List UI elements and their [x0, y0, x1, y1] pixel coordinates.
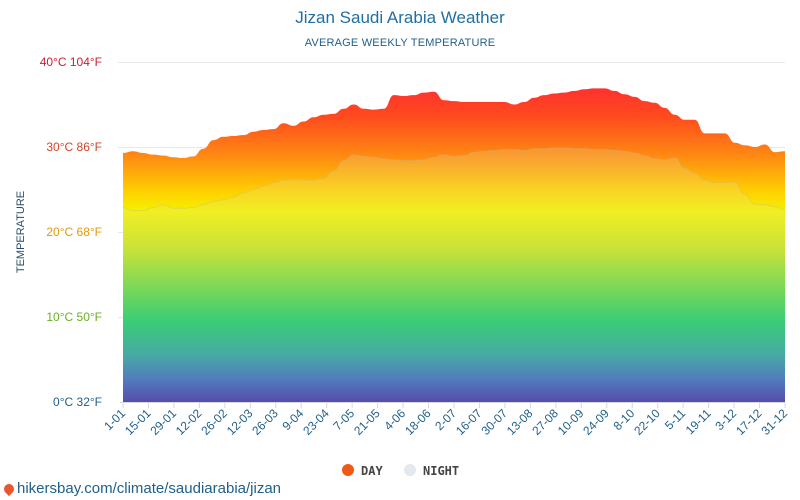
x-tick-label: 29-01	[147, 406, 179, 438]
x-tick-label: 23-04	[300, 406, 332, 438]
map-pin-icon	[1, 481, 17, 497]
x-tick-label: 21-05	[351, 406, 383, 438]
x-tick-label: 22-10	[631, 406, 663, 438]
x-tick-label: 10-09	[555, 406, 587, 438]
source-url: hikersbay.com/climate/saudiarabia/jizan	[17, 480, 282, 497]
y-tick-label: 0°C 32°F	[53, 395, 102, 409]
source-link[interactable]: hikersbay.com/climate/saudiarabia/jizan	[1, 480, 282, 497]
x-tick-label: 27-08	[529, 406, 561, 438]
x-tick-label: 13-08	[504, 406, 536, 438]
legend-item-day[interactable]: DAY	[342, 464, 383, 478]
x-tick-label: 15-01	[122, 406, 154, 438]
day-area	[123, 88, 785, 402]
chart-title: Jizan Saudi Arabia Weather	[295, 8, 505, 27]
night-line	[122, 147, 786, 212]
legend-night-label: NIGHT	[423, 464, 459, 478]
x-tick-label: 12-03	[224, 406, 256, 438]
x-tick-label: 31-12	[759, 406, 791, 438]
x-tick-label: 19-11	[683, 406, 714, 437]
x-tick-label: 16-07	[453, 406, 485, 438]
y-tick-label: 30°C 86°F	[46, 140, 102, 154]
y-tick-label: 10°C 50°F	[46, 310, 102, 324]
y-tick-label: 40°C 104°F	[40, 55, 102, 69]
night-area	[123, 147, 785, 402]
x-tick-label: 12-02	[173, 406, 205, 438]
y-tick-label: 20°C 68°F	[46, 225, 102, 239]
y-axis-label: TEMPERATURE	[15, 191, 27, 273]
legend-day-label: DAY	[361, 464, 383, 478]
x-tick-label: 17-12	[733, 406, 765, 438]
legend-day-dot	[342, 464, 354, 476]
x-tick-label: 30-07	[478, 406, 510, 438]
legend: DAY NIGHT	[342, 464, 459, 478]
x-tick-label: 26-02	[198, 406, 230, 438]
legend-night-dot	[404, 464, 416, 476]
x-tick-label: 26-03	[249, 406, 281, 438]
y-axis-ticks: 0°C 32°F 10°C 50°F 20°C 68°F 30°C 86°F 40°C …	[40, 55, 102, 409]
x-tick-label: 24-09	[580, 406, 612, 438]
x-axis-ticks: 1-0115-0129-0112-0226-0212-0326-039-0423…	[101, 402, 790, 438]
x-tick-label: 18-06	[402, 406, 434, 438]
chart-subtitle: AVERAGE WEEKLY TEMPERATURE	[305, 37, 496, 49]
legend-item-night[interactable]: NIGHT	[404, 464, 459, 478]
